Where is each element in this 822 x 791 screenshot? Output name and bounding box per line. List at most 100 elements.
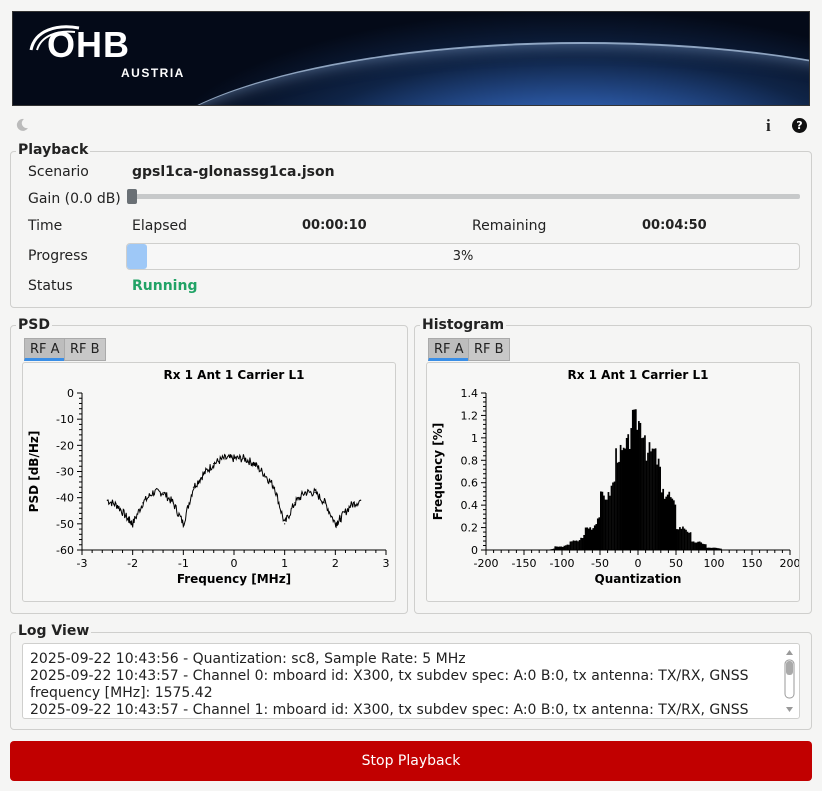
time-label: Time	[28, 218, 63, 234]
x-tick-label: 150	[742, 557, 763, 570]
x-tick-label: 2	[332, 557, 339, 570]
histogram-bar	[659, 466, 661, 550]
histogram-bar	[552, 548, 555, 550]
psd-data-point	[192, 486, 195, 488]
psd-data-point	[324, 502, 326, 504]
histogram-bar	[653, 448, 655, 550]
progress-label: Progress	[28, 248, 88, 264]
histogram-bar	[589, 527, 592, 550]
histogram-bar	[581, 538, 584, 550]
histogram-bar	[619, 444, 622, 550]
ohb-swoosh-icon	[29, 25, 80, 51]
stop-playback-button[interactable]: Stop Playback	[10, 741, 812, 781]
gain-slider-handle[interactable]	[127, 189, 137, 204]
histogram-bar	[694, 542, 696, 550]
histogram-bar	[612, 482, 614, 550]
histogram-bar	[621, 450, 623, 550]
x-axis-label: Quantization	[595, 572, 682, 586]
y-tick-label: 1	[471, 432, 478, 445]
progress-bar: 3%	[126, 243, 800, 270]
histogram-bar	[590, 529, 593, 550]
psd-data-point	[152, 491, 154, 494]
status-label: Status	[28, 278, 73, 294]
remaining-value: 00:04:50	[642, 218, 707, 233]
histogram-bar	[603, 495, 605, 550]
histogram-bar	[560, 546, 563, 550]
moon-icon[interactable]	[15, 118, 29, 132]
psd-data-point	[106, 499, 108, 501]
y-tick-label: 0.6	[461, 477, 479, 490]
histogram-bar	[688, 532, 690, 550]
histogram-bar	[695, 542, 698, 550]
histogram-bar	[610, 485, 613, 550]
x-tick-label: -150	[512, 557, 537, 570]
help-icon[interactable]: ?	[792, 118, 807, 133]
psd-data-point	[162, 491, 164, 494]
histogram-bar	[600, 491, 602, 550]
histogram-bar	[558, 546, 561, 550]
status-value: Running	[132, 278, 198, 294]
histogram-bar	[609, 495, 611, 550]
histogram-bar	[631, 409, 634, 550]
histogram-tab-rf-a[interactable]: RF A	[428, 338, 470, 361]
histogram-bar	[645, 460, 648, 550]
x-tick-label: -1	[178, 557, 189, 570]
playback-group	[10, 151, 812, 308]
histogram-bar	[595, 524, 598, 550]
histogram-bar	[692, 541, 695, 550]
psd-data-point	[132, 523, 134, 525]
histogram-bar	[641, 438, 643, 550]
log-view[interactable]: 2025-09-22 10:43:56 - Quantization: sc8,…	[22, 643, 800, 719]
y-tick-label: -20	[56, 439, 74, 452]
histogram-bar	[720, 548, 722, 550]
histogram-bar	[580, 537, 582, 550]
histogram-bar	[656, 464, 658, 550]
log-line: 2025-09-22 10:43:57 - Channel 0: mboard …	[30, 668, 749, 701]
psd-data-point	[263, 473, 265, 475]
histogram-bar	[598, 517, 601, 550]
histogram-bar	[682, 526, 684, 550]
gain-slider-track[interactable]	[128, 194, 800, 199]
histogram-bar	[592, 528, 595, 550]
psd-tab-rf-a[interactable]: RF A	[24, 338, 66, 361]
log-scrollbar[interactable]	[784, 648, 795, 714]
x-axis-label: Frequency [MHz]	[177, 572, 291, 586]
histogram-bar	[648, 442, 651, 550]
x-tick-label: -50	[591, 557, 609, 570]
histogram-bar	[630, 428, 633, 550]
histogram-bar	[563, 545, 566, 550]
psd-tab-rf-b[interactable]: RF B	[64, 338, 106, 361]
histogram-bar	[668, 491, 671, 550]
histogram-bar	[562, 546, 564, 550]
x-tick-label: 50	[669, 557, 683, 570]
histogram-tab-rf-b[interactable]: RF B	[468, 338, 510, 361]
psd-data-point	[182, 523, 184, 525]
histogram-bar	[625, 437, 628, 550]
y-tick-label: 0.8	[461, 454, 479, 467]
histogram-bar	[616, 462, 619, 550]
log-line: 2025-09-22 10:43:57 - Channel 1: mboard …	[30, 702, 749, 718]
histogram-bar	[707, 547, 710, 550]
histogram-bar	[715, 547, 718, 550]
histogram-bar	[601, 491, 604, 550]
x-tick-label: 3	[383, 557, 390, 570]
histogram-bar	[647, 452, 649, 550]
histogram-bar	[710, 547, 713, 550]
info-icon[interactable]: i	[766, 116, 771, 135]
histogram-bar	[654, 448, 657, 550]
psd-data-point	[203, 473, 205, 475]
histogram-title: Histogram	[420, 317, 507, 333]
psd-data-point	[339, 518, 341, 520]
histogram-bar	[583, 534, 585, 550]
chart-title: Rx 1 Ant 1 Carrier L1	[163, 368, 304, 382]
y-tick-label: 1.4	[461, 387, 479, 400]
psd-data-point	[284, 523, 286, 525]
y-tick-label: 1.2	[461, 409, 479, 422]
playback-title: Playback	[16, 142, 91, 158]
x-tick-label: 0	[231, 557, 238, 570]
x-tick-label: 0	[635, 557, 642, 570]
histogram-bar	[672, 500, 675, 550]
histogram-bar	[586, 527, 589, 550]
y-tick-label: -10	[56, 413, 74, 426]
histogram-bar	[584, 527, 587, 550]
